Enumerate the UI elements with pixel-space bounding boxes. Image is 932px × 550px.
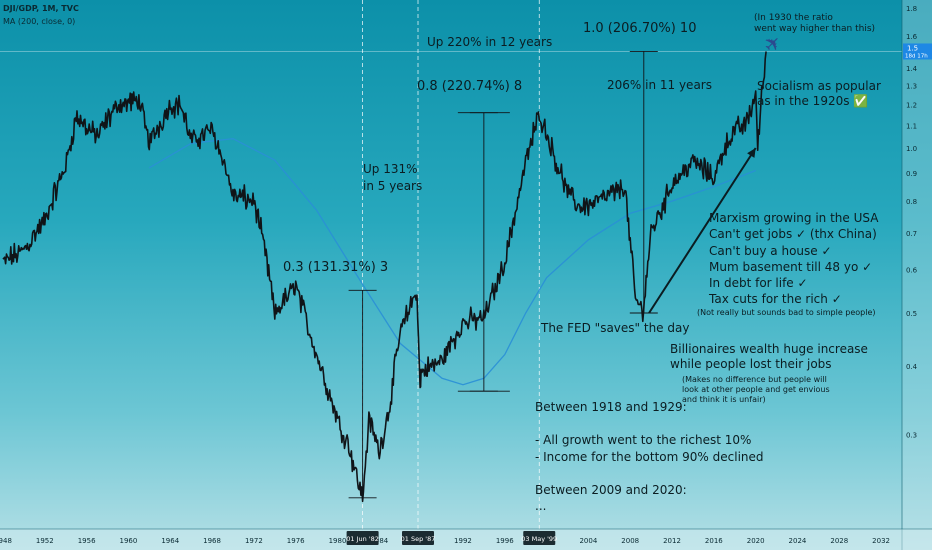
x-tick-label: 2024: [789, 537, 807, 545]
x-tick-label: 1956: [78, 537, 96, 545]
event-label: 03 May '99: [521, 535, 557, 543]
y-tick-label: 0.4: [906, 363, 918, 371]
up131-line2: in 5 years: [363, 179, 423, 193]
event-label: 01 Jun '82: [346, 535, 379, 543]
price-line: [2, 51, 767, 503]
x-tick-label: 1968: [203, 537, 221, 545]
y-tick-label: 0.7: [906, 230, 917, 238]
y-tick-label: 0.6: [906, 267, 918, 275]
x-tick-label: 1992: [454, 537, 472, 545]
x-tick-label: 2004: [579, 537, 597, 545]
event-marker[interactable]: [402, 531, 435, 545]
current-price-countdown: 18d 17h: [905, 53, 928, 59]
x-tick-label: 1972: [245, 537, 263, 545]
y-tick-label: 1.6: [906, 33, 918, 41]
x-tick-label: 1976: [287, 537, 305, 545]
event-label: 01 Sep '87: [401, 535, 436, 543]
x-tick-label: 1948: [0, 537, 12, 545]
event-marker[interactable]: [523, 531, 556, 545]
y-tick-label: 1.1: [906, 122, 917, 130]
x-tick-label: 2020: [747, 537, 765, 545]
up131-line1: Up 131%: [363, 162, 418, 176]
billionaires-label: Billionaires wealth huge increase while …: [670, 342, 868, 371]
up206-label: 206% in 11 years: [607, 78, 712, 92]
fed-label: The FED "saves" the day: [541, 321, 690, 335]
measure-label-10: 1.0 (206.70%) 10: [583, 21, 697, 36]
y-tick-label: 0.8: [906, 198, 917, 206]
y-tick-label: 0.3: [906, 432, 917, 440]
y-tick-label: 0.9: [906, 170, 917, 178]
event-marker[interactable]: [346, 531, 379, 545]
x-tick-label: 1980: [329, 537, 347, 545]
y-tick-label: 1.0: [906, 145, 917, 153]
x-tick-label: 2012: [663, 537, 681, 545]
marxism-note: (Not really but sounds bad to simple peo…: [697, 308, 876, 317]
price-axis[interactable]: [902, 0, 932, 550]
measure-label-08: 0.8 (220.74%) 8: [417, 79, 523, 94]
trend-arrowhead: [747, 148, 756, 158]
symbol-title[interactable]: DJI/GDP, 1M, TVC: [3, 4, 79, 13]
y-tick-label: 1.2: [906, 102, 917, 110]
marxism-list: Marxism growing in the USA Can't get job…: [709, 211, 879, 307]
current-price-value: 1.5: [907, 44, 918, 52]
history-text: Between 1918 and 1929: - All growth went…: [535, 400, 764, 513]
y-tick-label: 1.8: [906, 5, 917, 13]
y-tick-label: 0.5: [906, 310, 917, 318]
ma-line: [148, 138, 756, 386]
up220-label: Up 220% in 12 years: [427, 35, 553, 49]
y-tick-label: 1.3: [906, 83, 917, 91]
x-tick-label: 2016: [705, 537, 723, 545]
indicator-title[interactable]: MA (200, close, 0): [3, 17, 76, 26]
time-axis[interactable]: [0, 529, 932, 550]
billionaires-note: (Makes no difference but people will loo…: [682, 375, 830, 404]
measure-label-03: 0.3 (131.31%) 3: [283, 260, 389, 275]
current-price-badge[interactable]: [903, 43, 932, 60]
x-tick-label: 2032: [872, 537, 890, 545]
x-tick-label: 1964: [161, 537, 179, 545]
x-tick-label: 1960: [120, 537, 138, 545]
x-tick-label: 1952: [36, 537, 54, 545]
trend-arrow: [648, 147, 757, 314]
x-tick-label: 1984: [370, 537, 388, 545]
socialism-label: Socialism as popular as in the 1920s ✅: [757, 79, 881, 108]
y-tick-label: 1.4: [906, 65, 918, 73]
x-tick-label: 1996: [496, 537, 514, 545]
x-tick-label: 2028: [830, 537, 848, 545]
x-tick-label: 2008: [621, 537, 639, 545]
ratio-note: (In 1930 the ratio went way higher than …: [754, 13, 876, 34]
